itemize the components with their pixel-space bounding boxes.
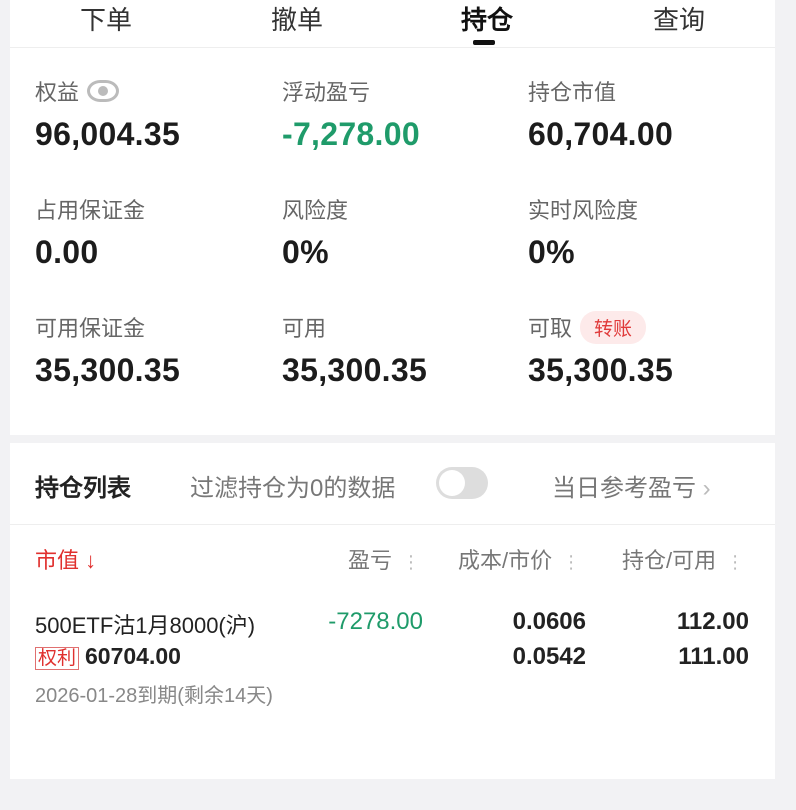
more-icon: ⋮ [402, 552, 421, 572]
expiry: 2026-01-28到期(剩余14天) [35, 685, 273, 707]
available: 可用 35,300.35 [282, 312, 427, 389]
holding-value: 112.00 [676, 608, 749, 635]
filter-toggle[interactable] [436, 467, 488, 499]
contract-name: 500ETF沽1月8000(沪) [35, 613, 256, 638]
more-icon: ⋮ [562, 552, 581, 572]
more-icon: ⋮ [726, 552, 745, 572]
tab-positions[interactable]: 持仓 [460, 5, 514, 35]
available-value: 35,300.35 [282, 352, 428, 388]
equity-value: 96,004.35 [35, 116, 181, 152]
positions-title: 持仓列表 [35, 475, 131, 502]
equity-label: 权益 [35, 80, 80, 105]
withdrawable: 可取 转账 35,300.35 [528, 310, 674, 389]
eye-icon[interactable] [87, 80, 120, 102]
withdrawable-value: 35,300.35 [528, 352, 674, 388]
available-margin: 可用保证金 35,300.35 [35, 312, 180, 389]
realtime-risk: 实时风险度 0% [528, 194, 638, 271]
rights-tag: 权利 [35, 647, 80, 670]
position-value: 持仓市值 60,704.00 [528, 76, 673, 153]
col-cost-price[interactable]: 成本/市价 ⋮ [458, 548, 581, 573]
used-margin-value: 0.00 [35, 234, 99, 270]
risk: 风险度 0% [282, 194, 348, 271]
risk-value: 0% [282, 234, 329, 270]
withdrawable-label: 可取 [528, 316, 573, 341]
market-value: 60704.00 [85, 643, 181, 669]
floating-pnl-value: -7,278.00 [282, 116, 420, 152]
realtime-risk-value: 0% [528, 234, 575, 270]
ref-pnl-label: 当日参考盈亏 [552, 475, 696, 502]
used-margin-label: 占用保证金 [35, 198, 146, 223]
equity: 权益 96,004.35 [35, 76, 180, 153]
risk-label: 风险度 [282, 198, 349, 223]
tab-cancel[interactable]: 撤单 [270, 5, 324, 35]
ref-pnl-link[interactable]: 当日参考盈亏 › [552, 468, 711, 503]
available-qty: 111.00 [678, 643, 749, 670]
chevron-right-icon: › [702, 475, 711, 502]
positions-header: 持仓列表 过滤持仓为0的数据 当日参考盈亏 › [10, 443, 775, 525]
filter-label: 过滤持仓为0的数据 [190, 475, 396, 502]
cost-value: 0.0606 [512, 608, 586, 635]
col-market-value[interactable]: 市值 ↓ [35, 548, 97, 573]
tab-query[interactable]: 查询 [652, 5, 706, 35]
realtime-risk-label: 实时风险度 [528, 198, 639, 223]
used-margin: 占用保证金 0.00 [35, 194, 145, 271]
available-label: 可用 [282, 316, 327, 341]
sort-down-icon: ↓ [85, 548, 97, 573]
position-value-value: 60,704.00 [528, 116, 674, 152]
active-tab-indicator [473, 40, 495, 45]
available-margin-label: 可用保证金 [35, 316, 146, 341]
pnl-value: -7278.00 [328, 608, 423, 635]
col-pnl[interactable]: 盈亏 ⋮ [348, 548, 421, 573]
col-holding[interactable]: 持仓/可用 ⋮ [622, 548, 745, 573]
transfer-button[interactable]: 转账 [580, 310, 647, 344]
position-value-label: 持仓市值 [528, 80, 617, 105]
price-value: 0.0542 [512, 643, 586, 670]
tab-order[interactable]: 下单 [79, 5, 133, 35]
account-summary-card: 下单 撤单 持仓 查询 权益 96,004.35 浮动盈亏 -7,278.00 … [10, 0, 775, 435]
floating-pnl: 浮动盈亏 -7,278.00 [282, 76, 420, 153]
available-margin-value: 35,300.35 [35, 352, 181, 388]
floating-pnl-label: 浮动盈亏 [282, 80, 371, 105]
tab-bar: 下单 撤单 持仓 查询 [10, 0, 775, 48]
positions-card: 持仓列表 过滤持仓为0的数据 当日参考盈亏 › 市值 ↓ 盈亏 ⋮ 成本/市价 ⋮ … [10, 443, 775, 779]
